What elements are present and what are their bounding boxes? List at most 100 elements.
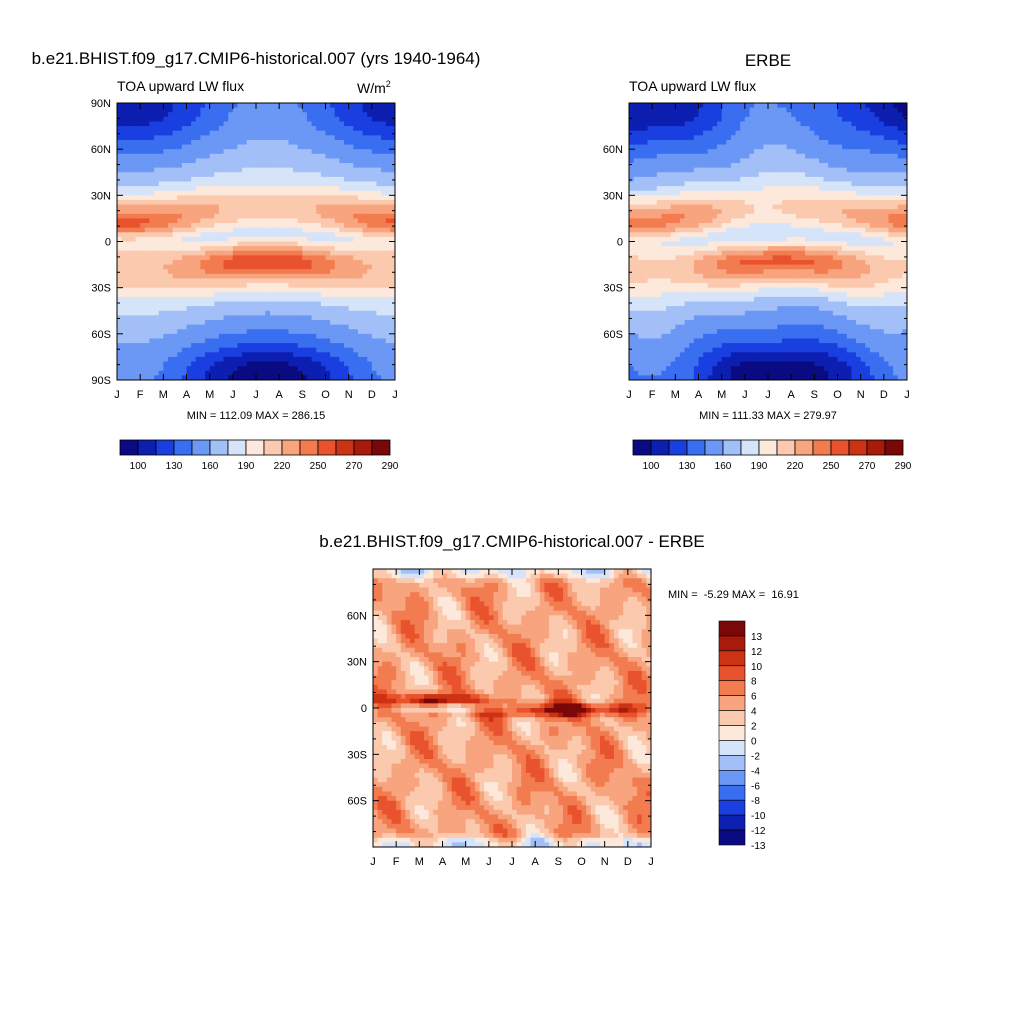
field-cell (385, 218, 391, 224)
field-cell (316, 204, 322, 210)
field-cell (302, 287, 308, 293)
field-cell (339, 236, 345, 243)
field-cell (638, 273, 644, 280)
field-cell (200, 144, 206, 150)
field-cell (311, 236, 317, 243)
field-cell (297, 338, 303, 344)
field-cell (357, 186, 364, 192)
field-cell (666, 139, 672, 146)
field-cell (172, 333, 178, 340)
field-cell (186, 319, 192, 326)
field-cell (181, 135, 188, 141)
field-cell (357, 283, 364, 289)
field-cell (344, 273, 350, 280)
field-cell (260, 116, 266, 123)
field-cell (325, 375, 331, 380)
field-cell (666, 352, 672, 358)
field-cell (330, 315, 336, 321)
field-cell (288, 315, 294, 321)
field-cell (707, 213, 713, 220)
field-cell (242, 112, 248, 118)
field-cell (163, 241, 169, 247)
field-cell (158, 310, 164, 316)
field-cell (256, 246, 262, 252)
field-cell (656, 324, 663, 330)
field-cell (297, 204, 303, 210)
field-cell (679, 107, 686, 113)
field-cell (149, 172, 155, 178)
field-cell (163, 324, 169, 330)
field-cell (679, 283, 686, 289)
field-cell (344, 126, 350, 132)
field-cell (693, 259, 700, 266)
field-cell (265, 218, 271, 224)
field-cell (195, 107, 201, 113)
field-cell (181, 163, 188, 169)
field-cell (390, 366, 395, 372)
field-cell (251, 107, 257, 113)
field-cell (339, 366, 345, 372)
field-cell (316, 199, 322, 206)
field-cell (260, 163, 266, 169)
field-cell (163, 227, 169, 233)
field-cell (274, 283, 280, 289)
field-cell (316, 329, 322, 335)
field-cell (707, 112, 713, 118)
field-cell (670, 287, 676, 293)
field-cell (675, 375, 681, 380)
field-cell (642, 232, 649, 238)
field-cell (302, 149, 308, 155)
field-cell (348, 273, 354, 280)
field-cell (232, 236, 239, 243)
field-cell (214, 356, 220, 363)
field-cell (154, 324, 160, 330)
field-cell (353, 107, 359, 113)
field-cell (242, 116, 248, 123)
field-cell (726, 149, 732, 155)
field-cell (269, 163, 276, 169)
field-cell (242, 172, 248, 178)
field-cell (195, 213, 201, 220)
field-cell (311, 366, 317, 372)
field-cell (693, 296, 700, 303)
field-cell (186, 375, 192, 380)
field-cell (200, 356, 206, 363)
field-cell (177, 172, 183, 178)
field-cell (283, 296, 290, 303)
field-cell (330, 227, 336, 233)
field-cell (320, 139, 327, 146)
field-cell (385, 338, 391, 344)
field-cell (265, 153, 271, 159)
field-cell (191, 333, 197, 340)
field-cell (642, 259, 649, 266)
field-cell (154, 167, 160, 173)
field-cell (344, 135, 350, 141)
field-cell (306, 292, 313, 298)
field-cell (228, 232, 234, 238)
field-cell (693, 352, 700, 358)
field-cell (647, 241, 653, 247)
field-cell (353, 375, 359, 380)
field-cell (144, 264, 151, 270)
field-cell (652, 366, 658, 372)
field-cell (666, 126, 672, 132)
field-cell (638, 135, 644, 141)
field-cell (274, 301, 280, 307)
field-cell (214, 135, 220, 141)
field-cell (144, 139, 151, 146)
field-cell (200, 333, 206, 340)
field-cell (320, 107, 327, 113)
field-cell (186, 283, 192, 289)
field-cell (121, 153, 127, 159)
field-cell (260, 361, 266, 367)
field-cell (251, 190, 257, 196)
field-cell (376, 232, 382, 238)
field-cell (223, 227, 229, 233)
field-cell (158, 283, 164, 289)
field-cell (265, 375, 271, 380)
field-cell (717, 296, 723, 303)
field-cell (191, 107, 197, 113)
field-cell (140, 296, 146, 303)
field-cell (163, 315, 169, 321)
field-cell (214, 236, 220, 243)
